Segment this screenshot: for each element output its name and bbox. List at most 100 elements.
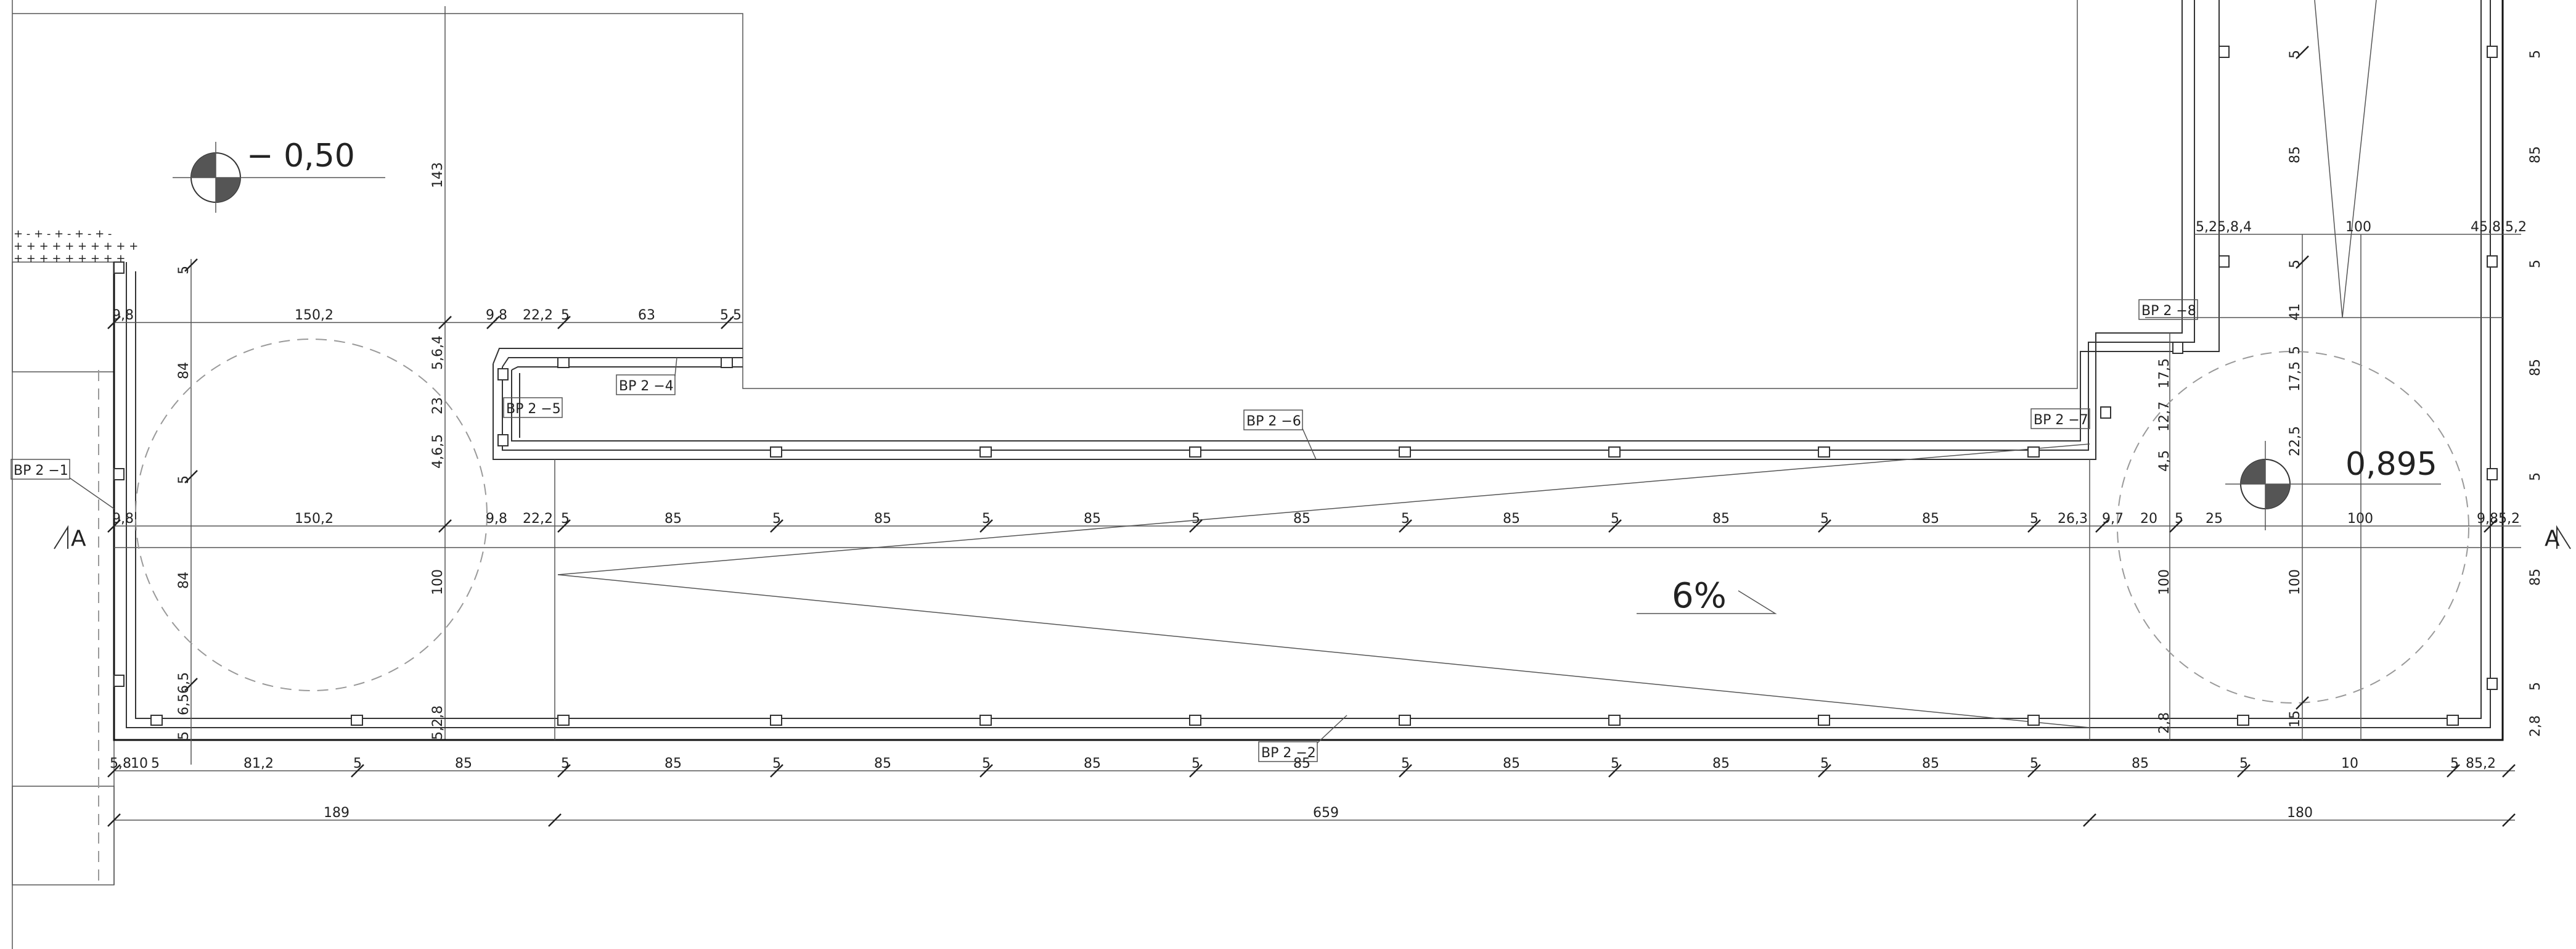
dims-row-mid: 9,8 150,2 9,8 22,2 5 85 5 85 5 85 5 85 5… xyxy=(112,511,2520,527)
anchor-markers xyxy=(113,46,2498,726)
svg-text:5,2,8: 5,2,8 xyxy=(430,705,446,740)
svg-text:5: 5 xyxy=(1192,511,1200,527)
svg-text:5: 5 xyxy=(772,756,781,771)
svg-text:100: 100 xyxy=(2345,220,2371,235)
svg-text:85: 85 xyxy=(1084,511,1101,527)
level-symbol-right xyxy=(2225,441,2441,530)
svg-text:5: 5 xyxy=(1401,756,1410,771)
svg-text:+ - + - + - + - + -: + - + - + - + - + - xyxy=(14,228,112,240)
svg-text:85: 85 xyxy=(1503,511,1520,527)
dims-vertical-mid: 143 5,6,4 23 4,6,5 100 5,2,8 xyxy=(430,162,446,740)
dimension-ticks xyxy=(107,46,2516,827)
svg-text:85: 85 xyxy=(2288,146,2303,163)
svg-text:5,6,4: 5,6,4 xyxy=(430,335,446,370)
svg-text:81,2: 81,2 xyxy=(243,756,274,771)
dashed-circle-right xyxy=(2117,351,2469,704)
svg-text:9,7: 9,7 xyxy=(2102,511,2124,527)
svg-text:5: 5 xyxy=(2239,756,2248,771)
svg-text:22,2: 22,2 xyxy=(523,308,553,323)
svg-text:23: 23 xyxy=(430,397,446,414)
svg-text:2,8: 2,8 xyxy=(2528,715,2543,737)
tag-bp-2-1: BP 2 −1 xyxy=(10,459,115,509)
tag-bp-2-5: BP 2 −5 xyxy=(503,397,563,418)
svg-text:5: 5 xyxy=(2528,472,2543,481)
dims-top-right: 5,25,8,4 100 45,8,5,2 xyxy=(2196,220,2527,235)
svg-text:85: 85 xyxy=(664,511,682,527)
svg-text:5: 5 xyxy=(176,475,192,484)
svg-text:5: 5 xyxy=(1401,511,1410,527)
walls xyxy=(12,0,2521,949)
svg-text:6,5: 6,5 xyxy=(176,694,192,715)
svg-text:5: 5 xyxy=(561,308,570,323)
svg-text:5: 5 xyxy=(2030,756,2038,771)
svg-text:BP 2 −8: BP 2 −8 xyxy=(2141,303,2196,319)
svg-text:85: 85 xyxy=(1712,511,1730,527)
svg-text:BP 2 −5: BP 2 −5 xyxy=(506,401,561,417)
svg-text:5: 5 xyxy=(1820,511,1829,527)
svg-text:9,8: 9,8 xyxy=(486,308,507,323)
svg-text:+ + + + + + + + + +: + + + + + + + + + + xyxy=(14,240,138,253)
dashed-circle-left xyxy=(135,339,488,691)
svg-text:41: 41 xyxy=(2288,303,2303,321)
svg-text:180: 180 xyxy=(2287,805,2313,821)
section-mark-left: A xyxy=(54,525,86,551)
svg-text:10: 10 xyxy=(131,756,148,771)
svg-text:17,5: 17,5 xyxy=(2288,361,2303,392)
svg-text:85: 85 xyxy=(1922,511,1939,527)
svg-text:5: 5 xyxy=(561,511,570,527)
dims-vertical-left: 5 84 5 84 6,5 6,5 5 xyxy=(176,266,192,740)
svg-text:100: 100 xyxy=(2288,569,2303,595)
svg-text:85: 85 xyxy=(1922,756,1939,771)
level-symbol-left xyxy=(173,142,385,213)
svg-text:85: 85 xyxy=(1503,756,1520,771)
svg-text:5: 5 xyxy=(982,511,991,527)
svg-text:5: 5 xyxy=(2528,682,2543,691)
svg-text:5: 5 xyxy=(1611,756,1619,771)
svg-text:84: 84 xyxy=(176,572,192,589)
svg-text:26,3: 26,3 xyxy=(2058,511,2088,527)
svg-text:5: 5 xyxy=(353,756,362,771)
svg-text:5: 5 xyxy=(982,756,991,771)
svg-text:84: 84 xyxy=(176,362,192,379)
dims-vertical-right-c: 17,5 12,7 4,5 100 2,8 xyxy=(2157,358,2172,734)
svg-text:BP 2 −6: BP 2 −6 xyxy=(1246,414,1301,429)
svg-text:9,8: 9,8 xyxy=(112,308,134,323)
svg-text:9,8: 9,8 xyxy=(112,511,134,527)
svg-text:189: 189 xyxy=(324,805,350,821)
tag-bp-2-4: BP 2 −4 xyxy=(616,357,677,395)
svg-text:85: 85 xyxy=(1293,756,1310,771)
svg-text:22,5: 22,5 xyxy=(2288,426,2303,456)
svg-text:5: 5 xyxy=(561,756,570,771)
svg-text:150,2: 150,2 xyxy=(295,511,333,527)
svg-text:5: 5 xyxy=(176,731,192,740)
svg-text:6,5: 6,5 xyxy=(176,672,192,694)
svg-text:85: 85 xyxy=(2132,756,2149,771)
svg-text:85,2: 85,2 xyxy=(2466,756,2496,771)
tag-bp-2-8: BP 2 −8 xyxy=(2138,299,2198,320)
svg-text:85: 85 xyxy=(455,756,472,771)
svg-text:9,8: 9,8 xyxy=(486,511,507,527)
svg-text:25: 25 xyxy=(2206,511,2223,527)
svg-text:20: 20 xyxy=(2140,511,2157,527)
slope-arrow xyxy=(1637,590,1777,614)
slope-label: 6% xyxy=(1672,576,1727,616)
svg-text:10: 10 xyxy=(2341,756,2358,771)
svg-text:+ + + + + + + + +: + + + + + + + + + xyxy=(14,252,126,265)
svg-text:5: 5 xyxy=(2450,756,2459,771)
svg-text:BP 2 −7: BP 2 −7 xyxy=(2034,413,2088,428)
svg-text:100: 100 xyxy=(430,569,446,595)
svg-text:85: 85 xyxy=(2528,146,2543,163)
svg-text:5: 5 xyxy=(2288,346,2303,355)
dims-overall: 189 659 180 xyxy=(324,805,2313,821)
svg-text:5: 5 xyxy=(151,756,160,771)
svg-text:5: 5 xyxy=(772,511,781,527)
svg-text:5: 5 xyxy=(2288,260,2303,268)
svg-text:A: A xyxy=(2545,526,2560,551)
dims-vertical-right-a: 5 85 5 41 5 17,5 22,5 100 15 xyxy=(2288,50,2303,728)
tag-bp-2-7: BP 2 −7 xyxy=(2030,408,2090,429)
svg-text:5,8: 5,8 xyxy=(110,756,131,771)
svg-text:63: 63 xyxy=(638,308,655,323)
svg-text:100: 100 xyxy=(2157,569,2172,595)
svg-text:85: 85 xyxy=(874,756,891,771)
